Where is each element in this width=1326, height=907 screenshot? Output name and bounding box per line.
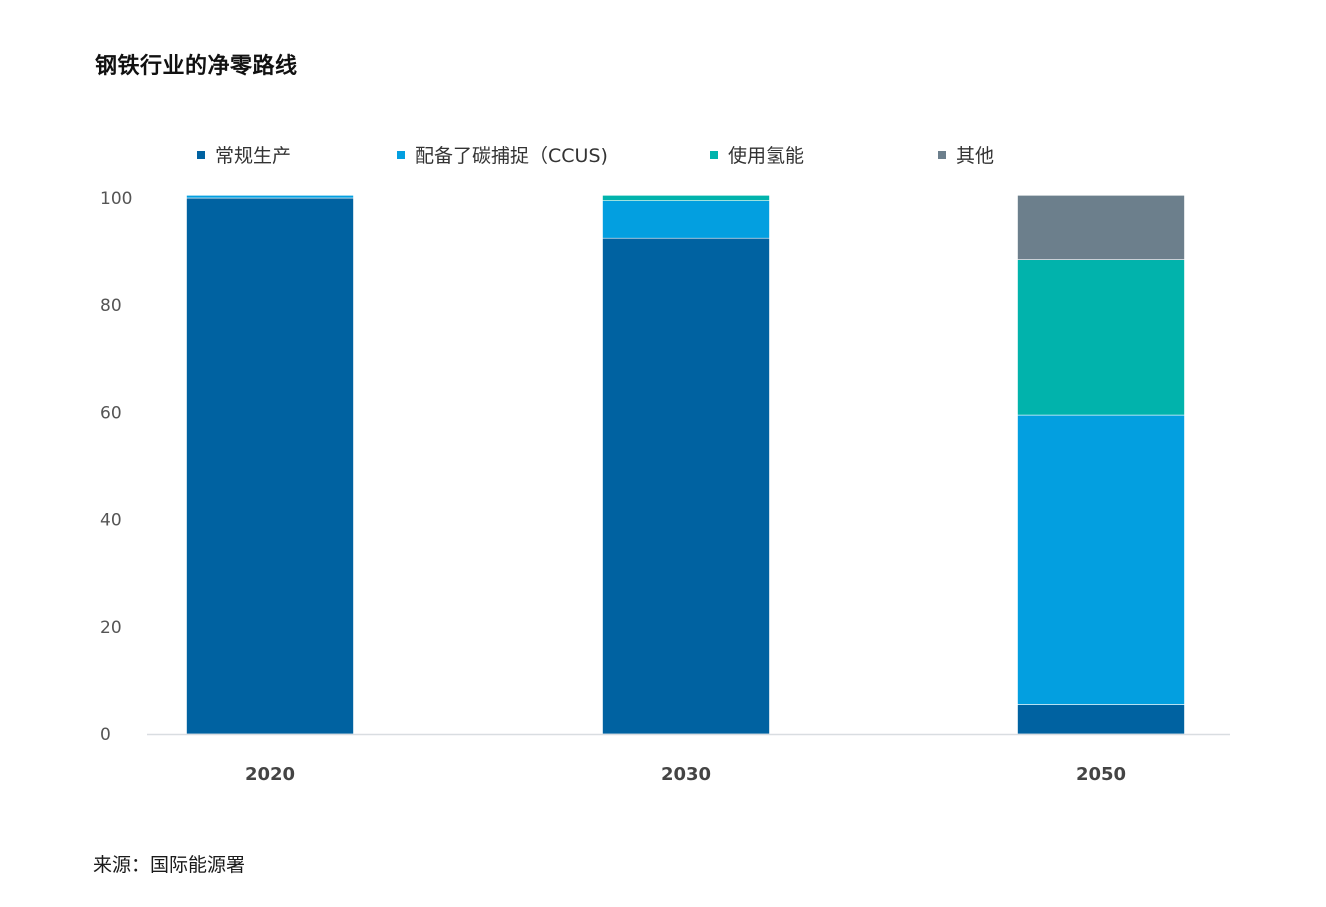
y-tick-label-2: 40 [100, 511, 122, 531]
y-tick-label-5: 100 [100, 189, 132, 209]
bars-group [186, 195, 1185, 735]
bar-2050-series-3 [1017, 195, 1185, 260]
x-axis: 2020 2030 2050 [147, 733, 1230, 785]
chart-legend: 常规生产 配备了碳捕捉（CCUS) 使用氢能 其他 [197, 145, 994, 167]
bar-2050-series-2 [1017, 259, 1185, 416]
source-note: 来源：国际能源署 [93, 854, 246, 876]
bar-2020-series-0 [186, 197, 354, 735]
x-tick-label-2050: 2050 [1076, 764, 1126, 785]
legend-label-3: 其他 [956, 145, 994, 167]
bar-2050-series-0 [1017, 704, 1185, 735]
bar-2050-series-1 [1017, 414, 1185, 705]
legend-swatch-2 [710, 151, 718, 159]
legend-label-1: 配备了碳捕捉（CCUS) [415, 145, 608, 167]
y-tick-label-3: 60 [100, 403, 122, 423]
bar-2030-series-2 [602, 195, 770, 201]
legend-swatch-1 [397, 151, 405, 159]
legend-swatch-0 [197, 151, 205, 159]
chart-title: 钢铁行业的净零路线 [95, 54, 298, 79]
legend-label-0: 常规生产 [215, 145, 291, 167]
bar-2020-series-1 [186, 195, 354, 199]
y-tick-label-0: 0 [100, 725, 111, 745]
y-tick-label-1: 20 [100, 618, 122, 638]
x-tick-label-2020: 2020 [245, 764, 295, 785]
y-axis: 0 20 40 60 80 100 [100, 189, 132, 745]
x-tick-label-2030: 2030 [661, 764, 711, 785]
legend-swatch-3 [938, 151, 946, 159]
legend-label-2: 使用氢能 [728, 145, 804, 167]
bar-2030-series-1 [602, 200, 770, 239]
bar-2030-series-0 [602, 237, 770, 735]
y-tick-label-4: 80 [100, 296, 122, 316]
